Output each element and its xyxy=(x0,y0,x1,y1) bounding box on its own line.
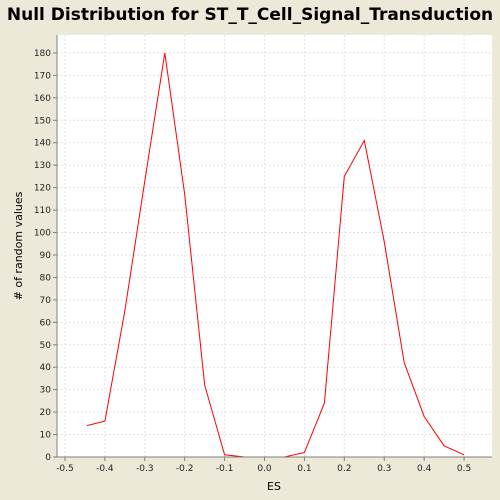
y-tick-label: 60 xyxy=(40,318,52,328)
y-tick-label: 30 xyxy=(40,386,52,396)
y-tick-label: 100 xyxy=(34,229,51,239)
y-tick-label: 130 xyxy=(34,161,51,171)
y-tick-label: 10 xyxy=(40,431,52,441)
y-tick-label: 180 xyxy=(34,49,51,59)
x-tick-label: 0.3 xyxy=(377,464,391,474)
y-axis-label: # of random values xyxy=(12,191,25,300)
y-tick-label: 0 xyxy=(45,453,51,463)
y-tick-label: 80 xyxy=(40,273,52,283)
x-tick-label: 0.5 xyxy=(457,464,471,474)
y-tick-label: 20 xyxy=(40,408,52,418)
plot-area xyxy=(57,35,492,457)
x-tick-label: -0.3 xyxy=(136,464,154,474)
y-tick-label: 50 xyxy=(40,341,52,351)
x-tick-label: 0.0 xyxy=(257,464,272,474)
y-tick-label: 110 xyxy=(34,206,51,216)
y-tick-label: 170 xyxy=(34,71,51,81)
y-tick-label: 120 xyxy=(34,184,51,194)
x-tick-label: 0.1 xyxy=(297,464,311,474)
x-tick-label: 0.2 xyxy=(337,464,351,474)
x-tick-label: -0.1 xyxy=(216,464,234,474)
x-tick-label: -0.4 xyxy=(96,464,114,474)
x-ticks: -0.5 -0.4 -0.3 -0.2 -0.1 0.0 0.1 0.2 0.3 0.4 0.5 xyxy=(56,457,471,474)
y-ticks: 0 10 20 30 40 50 60 70 80 90 100 110 120 130 140 150 160… xyxy=(34,49,57,463)
y-tick-label: 40 xyxy=(40,363,52,373)
x-axis-label: ES xyxy=(267,480,281,493)
x-tick-label: -0.5 xyxy=(56,464,74,474)
chart-title: Null Distribution for ST_T_Cell_Signal_T… xyxy=(6,5,494,25)
y-tick-label: 70 xyxy=(40,296,52,306)
y-tick-label: 150 xyxy=(34,116,51,126)
y-tick-label: 90 xyxy=(40,251,52,261)
y-tick-label: 140 xyxy=(34,139,51,149)
y-tick-label: 160 xyxy=(34,94,51,104)
x-tick-label: 0.4 xyxy=(417,464,432,474)
x-tick-label: -0.2 xyxy=(176,464,194,474)
